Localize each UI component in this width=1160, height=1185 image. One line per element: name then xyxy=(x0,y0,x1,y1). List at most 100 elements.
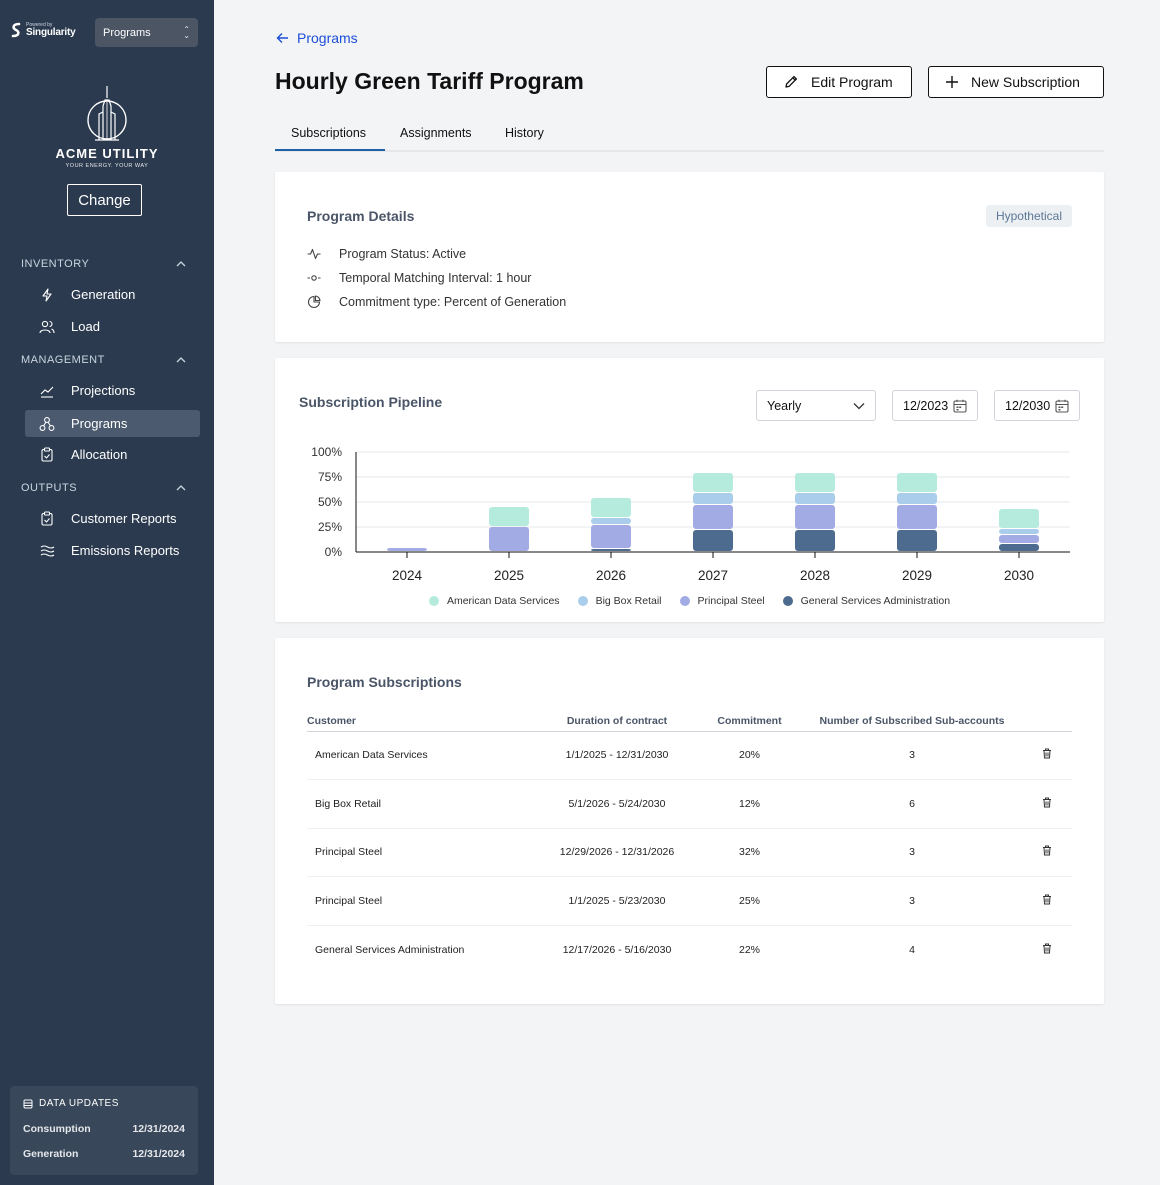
chevron-up-icon xyxy=(176,485,186,491)
table-row[interactable]: Big Box Retail 5/1/2026 - 5/24/2030 12% 6 xyxy=(307,779,1072,829)
section-management[interactable]: MANAGEMENT xyxy=(21,354,186,366)
chevron-up-icon xyxy=(176,357,186,363)
database-icon xyxy=(23,1099,33,1108)
trash-icon[interactable] xyxy=(1042,797,1052,811)
table-row[interactable]: Principal Steel 1/1/2025 - 5/23/2030 25% 3 xyxy=(307,876,1072,926)
column-header-actions xyxy=(1022,714,1072,732)
x-tick-label: 2027 xyxy=(698,568,728,583)
chevron-up-icon xyxy=(176,261,186,267)
sidebar-item-label: Allocation xyxy=(71,447,128,462)
section-outputs[interactable]: OUTPUTS xyxy=(21,482,186,494)
end-date-input[interactable]: 12/2030 xyxy=(994,390,1080,421)
bar-segment xyxy=(897,505,937,529)
bar-segment xyxy=(591,518,631,524)
status-badge: Hypothetical xyxy=(985,205,1072,227)
legend-label: Big Box Retail xyxy=(595,595,662,607)
table-row[interactable]: Principal Steel 12/29/2026 - 12/31/2026 32… xyxy=(307,828,1072,877)
data-update-date: 12/31/2024 xyxy=(132,1148,185,1160)
pie-chart-icon xyxy=(307,295,321,309)
tab-assignments[interactable]: Assignments xyxy=(400,126,472,140)
bar-segment xyxy=(387,548,427,551)
x-tick-label: 2028 xyxy=(800,568,830,583)
program-select[interactable]: Programs ⌃ ⌄ xyxy=(95,18,198,47)
acme-logo: ACME UTILITY YOUR ENERGY. YOUR WAY xyxy=(0,86,214,169)
sidebar-item-label: Programs xyxy=(71,416,128,431)
new-subscription-button[interactable]: New Subscription xyxy=(928,66,1104,98)
temporal-interval: Temporal Matching Interval: 1 hour xyxy=(307,271,531,285)
data-update-date: 12/31/2024 xyxy=(132,1123,185,1135)
y-tick-label: 0% xyxy=(325,545,343,559)
change-button[interactable]: Change xyxy=(67,184,142,216)
sidebar-item-load[interactable]: Load xyxy=(25,313,200,340)
granularity-value: Yearly xyxy=(767,398,802,413)
subscriptions-table: Customer Duration of contract Commitment… xyxy=(307,714,1072,974)
legend-item: General Services Administration xyxy=(782,595,951,607)
trash-icon[interactable] xyxy=(1042,894,1052,908)
table-row[interactable]: American Data Services 1/1/2025 - 12/31/2… xyxy=(307,731,1072,780)
bar-segment xyxy=(795,493,835,504)
data-updates-title: DATA UPDATES xyxy=(39,1098,119,1109)
dial-icon xyxy=(307,271,321,285)
program-status: Program Status: Active xyxy=(307,247,466,261)
duration-cell: 1/1/2025 - 5/23/2030 xyxy=(537,876,697,926)
data-update-row: Generation 12/31/2024 xyxy=(23,1148,185,1160)
table-row[interactable]: General Services Administration 12/17/202… xyxy=(307,925,1072,974)
sidebar-item-emissions-reports[interactable]: Emissions Reports xyxy=(25,537,200,564)
column-header[interactable]: Commitment xyxy=(697,714,802,732)
program-details-title: Program Details xyxy=(307,208,415,224)
subscriptions-card: Program Subscriptions Customer Duration … xyxy=(275,638,1104,1004)
edit-program-label: Edit Program xyxy=(811,74,893,90)
granularity-select[interactable]: Yearly xyxy=(756,390,876,421)
back-link[interactable]: Programs xyxy=(276,30,358,46)
commitment-cell: 32% xyxy=(697,828,802,877)
legend-item: Big Box Retail xyxy=(577,595,662,607)
chevron-down-icon xyxy=(853,402,865,409)
lightning-icon xyxy=(39,287,55,303)
edit-program-button[interactable]: Edit Program xyxy=(766,66,912,98)
active-tab-indicator xyxy=(275,149,385,151)
commitment-type: Commitment type: Percent of Generation xyxy=(307,295,566,309)
sidebar-item-allocation[interactable]: Allocation xyxy=(25,441,200,468)
sidebar-item-label: Projections xyxy=(71,383,136,398)
temporal-interval-text: Temporal Matching Interval: 1 hour xyxy=(339,271,532,285)
bar-segment xyxy=(795,473,835,492)
legend-swatch xyxy=(782,596,793,606)
back-link-label: Programs xyxy=(297,30,358,46)
program-select-value: Programs xyxy=(103,26,151,39)
customer-cell: Principal Steel xyxy=(307,828,537,877)
delete-cell xyxy=(1022,828,1072,877)
bar-segment xyxy=(795,505,835,529)
sidebar-item-programs[interactable]: Programs xyxy=(25,410,200,437)
sidebar-item-projections[interactable]: Projections xyxy=(25,377,200,404)
column-header[interactable]: Duration of contract xyxy=(537,714,697,732)
sidebar-item-label: Generation xyxy=(71,287,136,302)
tab-history[interactable]: History xyxy=(505,126,544,140)
bar-segment xyxy=(693,493,733,504)
legend-label: American Data Services xyxy=(446,595,560,607)
data-update-label: Generation xyxy=(23,1148,79,1160)
trash-icon[interactable] xyxy=(1042,943,1052,957)
customer-cell: American Data Services xyxy=(307,731,537,780)
logo-tagline: YOUR ENERGY. YOUR WAY xyxy=(65,163,149,169)
end-date-value: 12/2030 xyxy=(1005,398,1051,413)
column-header[interactable]: Number of Subscribed Sub-accounts xyxy=(802,714,1022,732)
section-inventory[interactable]: INVENTORY xyxy=(21,258,186,270)
trash-icon[interactable] xyxy=(1042,845,1052,859)
legend-label: General Services Administration xyxy=(800,595,951,607)
subaccounts-cell: 6 xyxy=(802,779,1022,829)
sidebar: Powered by Singularity Programs ⌃ ⌄ ACME … xyxy=(0,0,214,1185)
y-tick-label: 100% xyxy=(311,445,342,459)
trash-icon[interactable] xyxy=(1042,748,1052,762)
commitment-cell: 20% xyxy=(697,731,802,780)
column-header[interactable]: Customer xyxy=(307,714,537,732)
tab-subscriptions[interactable]: Subscriptions xyxy=(291,126,367,140)
sidebar-item-generation[interactable]: Generation xyxy=(25,281,200,308)
bar-segment xyxy=(999,509,1039,528)
subaccounts-cell: 4 xyxy=(909,943,915,956)
program-details-card: Program Details Hypothetical Program Sta… xyxy=(275,172,1104,342)
bar-segment xyxy=(897,530,937,551)
bar-segment xyxy=(489,507,529,526)
sidebar-item-customer-reports[interactable]: Customer Reports xyxy=(25,505,200,532)
data-update-row: Consumption 12/31/2024 xyxy=(23,1123,185,1135)
start-date-input[interactable]: 12/2023 xyxy=(892,390,978,421)
